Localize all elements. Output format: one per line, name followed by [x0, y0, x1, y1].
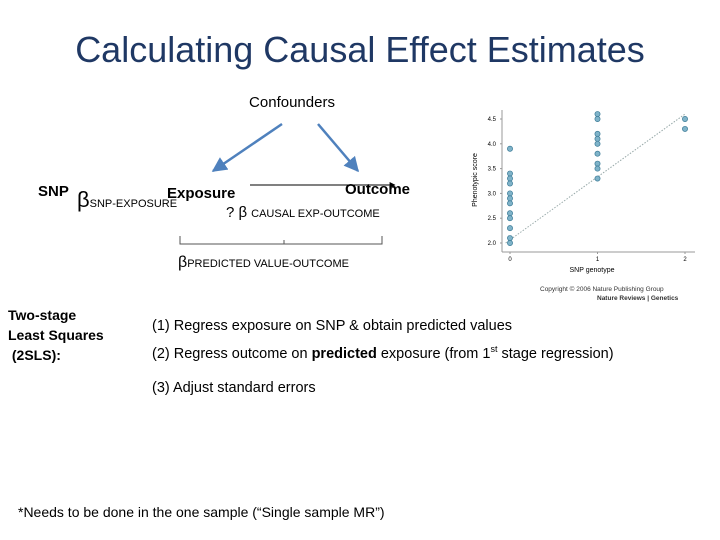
point: [507, 215, 513, 222]
point: [507, 145, 513, 152]
confounders: Confounders: [249, 94, 335, 111]
point: [507, 235, 513, 241]
point: [507, 170, 513, 177]
y-tick-label: 3.0: [488, 191, 497, 197]
y-tick-label: 4.5: [488, 117, 497, 123]
credit: Copyright © 2006 Nature Publishing Group: [540, 285, 664, 293]
x-tick-label: 0: [508, 257, 512, 263]
method: (2SLS):: [8, 347, 61, 363]
y-tick-label: 3.5: [488, 167, 497, 173]
subscript: SNP-EXPOSURE: [90, 198, 177, 210]
x-axis-label: SNP genotype: [569, 267, 614, 274]
y-axis-label: Phenotypic score: [472, 153, 479, 207]
step-text: (2) Regress outcome on: [152, 346, 312, 362]
x-tick-label: 1: [596, 257, 600, 263]
y-tick-label: 2.5: [488, 216, 497, 222]
point: [594, 150, 601, 157]
point: [507, 240, 513, 246]
step-text: exposure (from 1: [377, 346, 491, 362]
point: [507, 225, 513, 232]
point: [682, 125, 688, 132]
footnote: *Needs to be done in the one sample (“Si…: [18, 504, 385, 520]
point: [594, 111, 601, 117]
snp: SNP: [38, 183, 69, 200]
method: Two-stage: [8, 307, 76, 323]
beta: β: [77, 187, 90, 212]
y-tick-label: 2.0: [488, 241, 497, 247]
point: [507, 190, 513, 197]
step-text: stage regression): [498, 346, 614, 362]
exposure: Exposure: [167, 185, 235, 202]
point: [594, 140, 601, 147]
beta-snp-exposure: βSNP-EXPOSURE: [77, 187, 177, 212]
subscript: CAUSAL EXP-OUTCOME: [251, 208, 380, 220]
subscript: PREDICTED VALUE-OUTCOME: [187, 258, 349, 270]
point: [507, 200, 513, 207]
point: [594, 135, 601, 142]
point: [594, 116, 601, 122]
figure: Phenotypic score SNP genotype Copyright …: [472, 110, 695, 302]
point: [594, 130, 601, 137]
beta: ? β: [226, 204, 248, 221]
point: [507, 195, 513, 202]
y-tick-label: 4.0: [488, 142, 497, 148]
point: [594, 175, 601, 182]
point: [594, 165, 601, 172]
x-tick-label: 2: [683, 257, 687, 263]
slide-title: Calculating Causal Effect Estimates: [75, 29, 645, 70]
outcome: Outcome: [345, 181, 410, 198]
superscript: st: [490, 344, 498, 354]
beta: β: [178, 254, 187, 271]
point: [507, 180, 513, 187]
arrow: [211, 122, 283, 173]
point: [507, 175, 513, 182]
credit: Nature Reviews | Genetics: [597, 295, 679, 302]
arrow: [317, 123, 359, 173]
point: [594, 160, 601, 167]
method: Least Squares: [8, 327, 104, 343]
beta-causal: ? β CAUSAL EXP-OUTCOME: [226, 204, 380, 221]
step-emphasis: predicted: [312, 346, 377, 362]
fit-line: [505, 113, 686, 244]
beta-predicted: βPREDICTED VALUE-OUTCOME: [178, 254, 349, 271]
step: (1) Regress exposure on SNP & obtain pre…: [152, 318, 512, 334]
point: [507, 210, 513, 217]
bracket: [179, 236, 383, 245]
point: [682, 116, 688, 122]
step: (3) Adjust standard errors: [152, 380, 316, 396]
step: (2) Regress outcome on predicted exposur…: [152, 344, 614, 362]
